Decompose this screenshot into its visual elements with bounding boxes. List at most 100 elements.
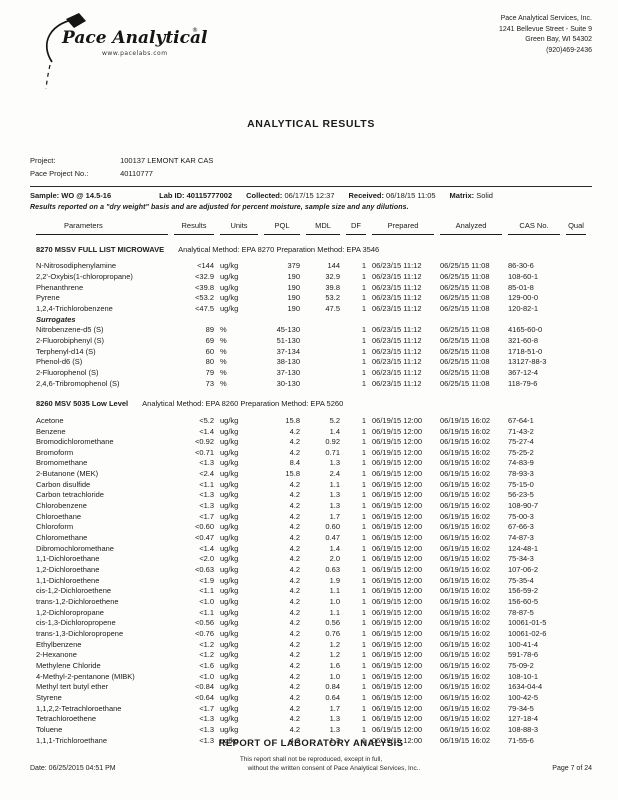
cell-parameter: Chloroform (36, 522, 74, 532)
table-row: Tetrachloroethene <1.3 ug/kg 4.2 1.3 1 06/19/1… (36, 714, 586, 725)
cell-parameter: Styrene (36, 692, 62, 702)
cell-prepared: 06/23/15 11:12 (372, 357, 422, 367)
cell-analyzed: 06/19/15 16:02 (440, 426, 491, 436)
cell-cas-no: 367-12-4 (508, 367, 539, 377)
cell-qualifier (566, 661, 586, 672)
cell-df: 1 (361, 735, 366, 745)
cell-df: 1 (361, 469, 366, 479)
cell-result: <0.84 (195, 682, 214, 692)
cell-result: 60 (205, 346, 214, 356)
cell-result: <1.7 (199, 703, 214, 713)
cell-cas-no: 129-00-0 (508, 293, 539, 303)
cell-qualifier (566, 682, 586, 693)
cell-cas-no: 118-79-6 (508, 378, 538, 388)
cell-pql: 379 (287, 261, 300, 271)
cell-df: 1 (361, 565, 366, 575)
cell-qualifier (566, 522, 586, 533)
col-results: Results (174, 221, 214, 235)
cell-cas-no: 156-59-2 (508, 586, 539, 596)
cell-mdl: 32.9 (325, 271, 340, 281)
cell-qualifier (566, 379, 586, 390)
cell-qualifier (566, 480, 586, 491)
cell-units: ug/kg (220, 682, 239, 692)
dry-weight-note: Results reported on a "dry weight" basis… (30, 204, 409, 211)
cell-mdl: 2.0 (329, 554, 340, 564)
collected-value: 06/17/15 12:37 (284, 191, 335, 200)
cell-df: 1 (361, 682, 366, 692)
logo-text: Pace Analytical (61, 28, 208, 48)
cell-qualifier (566, 272, 586, 283)
section-name: 8270 MSSV FULL LIST MICROWAVE (36, 244, 165, 254)
cell-analyzed: 06/19/15 16:02 (440, 533, 491, 543)
table-row: Dibromochloromethane <1.4 ug/kg 4.2 1.4 1 06/1… (36, 544, 586, 555)
section-header-row-cell: 8260 MSV 5035 Low Level Analytical Method… (36, 389, 586, 416)
table-row: 4-Methyl-2-pentanone (MIBK) <1.0 ug/kg 4.2 1… (36, 672, 586, 683)
cell-prepared: 06/19/15 12:00 (372, 692, 423, 702)
company-address: Pace Analytical Services, Inc. 1241 Bell… (499, 14, 592, 56)
cell-units: ug/kg (220, 618, 239, 628)
cell-analyzed: 06/19/15 16:02 (440, 447, 491, 457)
cell-analyzed: 06/19/15 16:02 (440, 618, 491, 628)
cell-parameter: Methylene Chloride (36, 660, 101, 670)
cell-prepared: 06/19/15 12:00 (372, 533, 423, 543)
cell-units: ug/kg (220, 426, 239, 436)
cell-result: <1.3 (199, 458, 214, 468)
cell-prepared: 06/19/15 12:00 (372, 490, 423, 500)
cell-units: % (220, 357, 227, 367)
cell-analyzed: 06/19/15 16:02 (440, 735, 491, 745)
cell-qualifier (566, 565, 586, 576)
cell-pql: 4.2 (289, 533, 300, 543)
cell-mdl: 1.1 (329, 586, 340, 596)
table-row: 2-Butanone (MEK) <2.4 ug/kg 15.8 2.4 1 06/19/1… (36, 469, 586, 480)
cell-prepared: 06/23/15 11:12 (372, 261, 422, 271)
cell-analyzed: 06/19/15 16:02 (440, 543, 491, 553)
cell-qualifier (566, 554, 586, 565)
cell-analyzed: 06/19/15 16:02 (440, 703, 491, 713)
cell-result: 89 (205, 325, 214, 335)
cell-analyzed: 06/25/15 11:08 (440, 303, 490, 313)
report-of-laboratory-analysis-title: REPORT OF LABORATORY ANALYSIS (218, 738, 404, 749)
cell-qualifier (566, 725, 586, 736)
cell-units: ug/kg (220, 533, 239, 543)
cell-cas-no: 10061-02-6 (508, 628, 547, 638)
cell-pql: 4.2 (289, 426, 300, 436)
cell-cas-no: 108-10-1 (508, 671, 539, 681)
cell-qualifier (566, 650, 586, 661)
cell-analyzed: 06/19/15 16:02 (440, 724, 491, 734)
cell-units: ug/kg (220, 447, 239, 457)
cell-df: 1 (361, 282, 366, 292)
cell-analyzed: 06/25/15 11:08 (440, 367, 490, 377)
cell-pql: 4.2 (289, 522, 300, 532)
table-row: trans-1,2-Dichloroethene <1.0 ug/kg 4.2 1.0 1… (36, 597, 586, 608)
cell-df: 1 (361, 671, 366, 681)
cell-qualifier (566, 576, 586, 587)
table-row: 2-Hexanone <1.2 ug/kg 4.2 1.2 1 06/19/15 12:00… (36, 650, 586, 661)
cell-result: <0.71 (195, 447, 214, 457)
cell-result: <1.1 (199, 607, 214, 617)
results-table: Parameters Results Units PQL MDL DF Prep… (30, 221, 592, 746)
cell-qualifier (566, 672, 586, 683)
cell-mdl: 0.47 (325, 533, 340, 543)
cell-parameter: Bromodichloromethane (36, 437, 114, 447)
cell-units: ug/kg (220, 575, 239, 585)
cell-units: ug/kg (220, 724, 239, 734)
table-row: Nitrobenzene-d5 (S) 89% 45-130 1 06/23/15 11… (36, 325, 586, 336)
cell-pql: 4.2 (289, 714, 300, 724)
table-row: 1,2-Dichloroethane <0.63 ug/kg 4.2 0.63 1 06/1… (36, 565, 586, 576)
logo-swoosh-icon: Pace Analytical ® www.pacelabs.com (45, 13, 208, 90)
cell-analyzed: 06/19/15 16:02 (440, 437, 491, 447)
cell-units: ug/kg (220, 479, 239, 489)
cell-parameter: Bromomethane (36, 458, 88, 468)
cell-prepared: 06/19/15 12:00 (372, 714, 423, 724)
cell-qualifier (566, 490, 586, 501)
cell-df: 1 (361, 607, 366, 617)
project-number-label: Pace Project No.: (30, 169, 89, 178)
cell-qualifier (566, 629, 586, 640)
cell-mdl (306, 336, 340, 347)
cell-prepared: 06/19/15 12:00 (372, 703, 423, 713)
cell-qualifier (566, 347, 586, 358)
cell-cas-no: 75-35-4 (508, 575, 534, 585)
cell-pql: 4.2 (289, 543, 300, 553)
cell-df: 1 (361, 628, 366, 638)
cell-prepared: 06/19/15 12:00 (372, 671, 423, 681)
